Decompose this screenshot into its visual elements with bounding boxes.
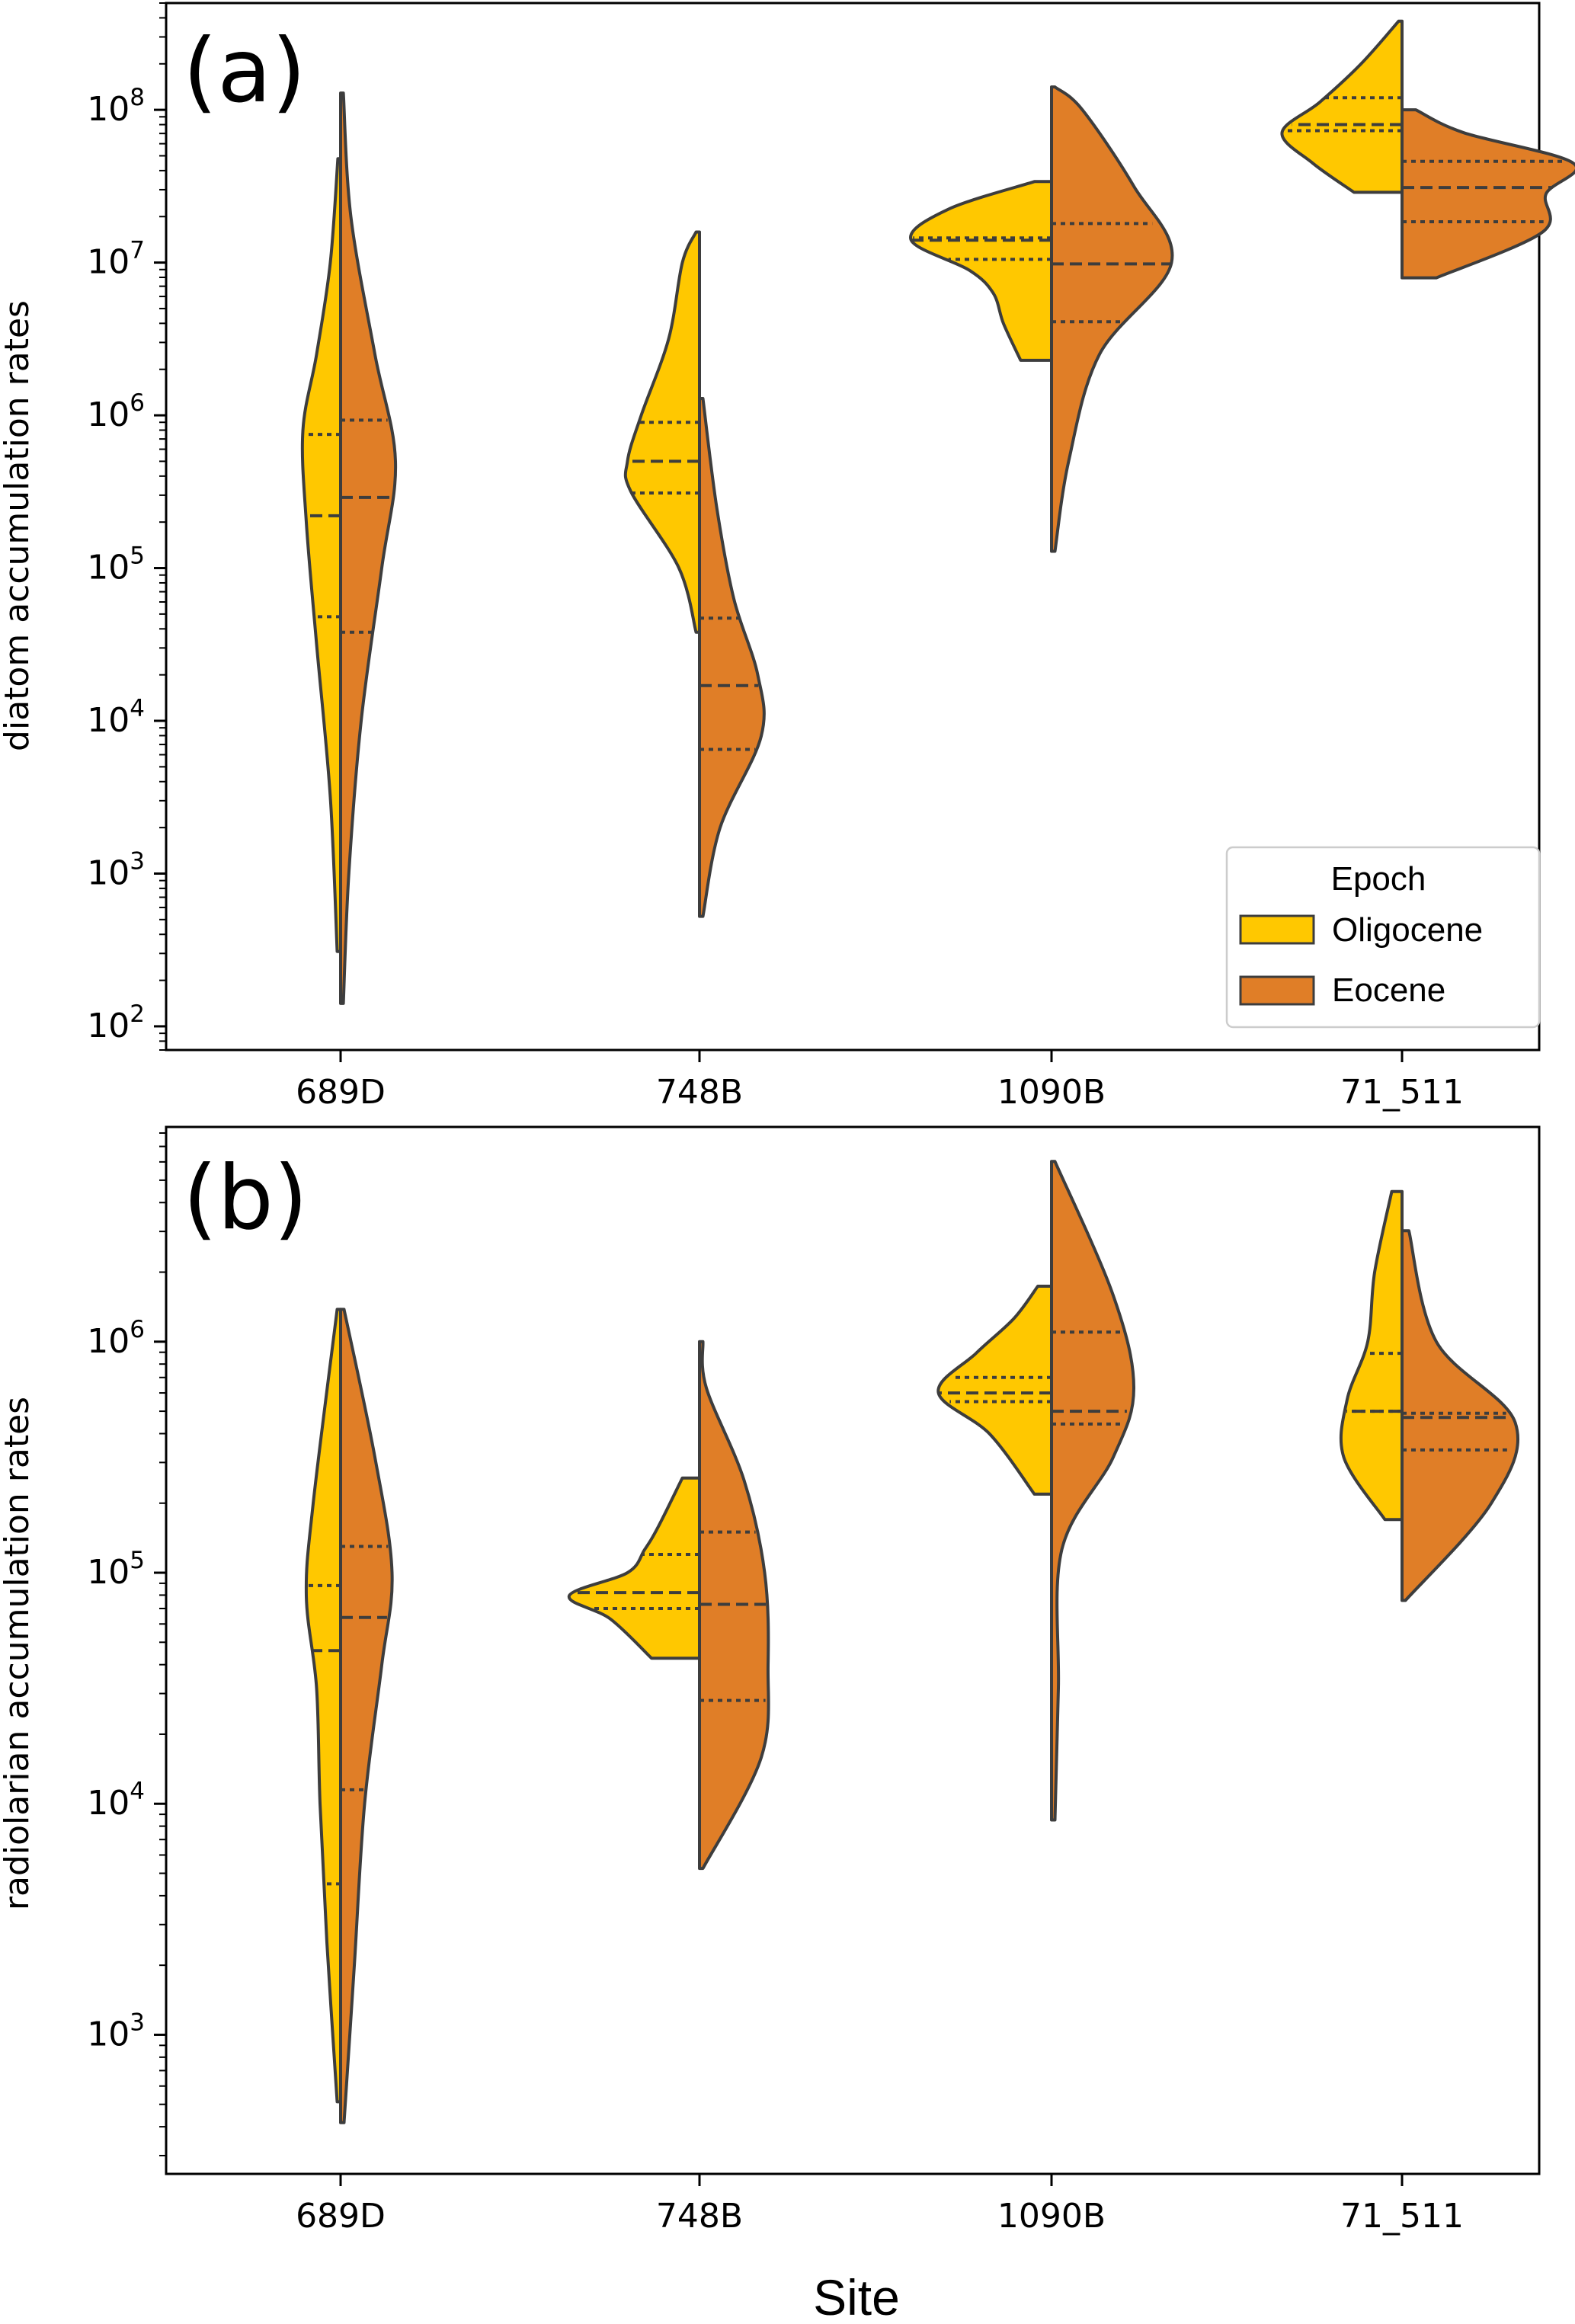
y-tick-exponent: 8 [130,84,145,111]
panel-a-label: (a) [183,20,306,123]
y-tick-label: 103 [87,2009,145,2054]
y-tick-exponent: 6 [130,1316,145,1343]
y-tick-exponent: 3 [130,2009,145,2036]
x-tick-label-689D: 689D [296,2197,386,2236]
legend-title: Epoch [1331,860,1426,898]
x-tick-label-1090B: 1090B [997,1073,1106,1112]
y-tick-base: 10 [87,1553,130,1592]
x-tick-label-1090B: 1090B [997,2197,1106,2236]
y-tick-base: 10 [87,1322,130,1361]
violin-oligocene-1090B [936,1285,1053,1496]
x-axis-title: Site [813,2269,900,2324]
violin-oligocene-71_511 [1339,1189,1404,1522]
y-tick-exponent: 7 [130,237,145,264]
y-tick-base: 10 [87,395,130,434]
y-tick-label: 108 [87,84,145,129]
x-tick-label-71_511: 71_511 [1340,2197,1464,2236]
violin-oligocene-748B [567,1476,701,1660]
y-tick-base: 10 [87,1784,130,1823]
y-tick-label: 106 [87,389,145,434]
panel-b-y-label: radiolarian accumulation rates [0,1397,37,1910]
y-tick-exponent: 4 [130,1778,145,1805]
legend-swatch-eocene [1239,975,1315,1006]
panel-b-frame [165,1125,1541,2175]
panel-a-frame [165,2,1541,1052]
violin-eocene-689D [339,91,398,1005]
violin-eocene-71_511 [1401,1229,1520,1602]
legend-label-eocene: Eocene [1332,972,1445,1009]
violin-eocene-748B [698,397,766,918]
legend-swatch-oligocene [1239,914,1315,945]
violin-oligocene-1090B [909,180,1053,362]
panel-b-label: (b) [183,1147,308,1250]
x-tick-label-689D: 689D [296,1073,386,1112]
legend: Epoch Oligocene Eocene [1225,846,1541,1029]
violin-eocene-748B [698,1340,770,1871]
y-tick-label: 104 [87,1778,145,1823]
x-tick-label-748B: 748B [656,1073,743,1112]
y-tick-exponent: 5 [130,1547,145,1574]
y-tick-base: 10 [87,243,130,282]
violin-eocene-689D [339,1308,394,2124]
violin-oligocene-71_511 [1280,19,1404,194]
panel-b-x-axis: 689D 748B 1090B 71_511 [296,2174,1464,2236]
violin-oligocene-689D [304,1308,342,2104]
y-tick-label: 103 [87,847,145,892]
panel-a-y-label: diatom accumulation rates [0,300,37,751]
y-tick-base: 10 [87,90,130,129]
violin-eocene-1090B [1050,85,1174,553]
legend-label-oligocene: Oligocene [1332,911,1483,949]
x-tick-label-748B: 748B [656,2197,743,2236]
panel-a-violins [300,19,1575,1005]
y-tick-label: 107 [87,237,145,282]
panel-b-violins [304,1160,1520,2124]
y-tick-label: 105 [87,1547,145,1592]
violin-oligocene-748B [623,230,701,634]
y-tick-base: 10 [87,2015,130,2054]
y-tick-base: 10 [87,549,130,587]
y-tick-label: 105 [87,543,145,587]
x-tick-label-71_511: 71_511 [1340,1073,1464,1112]
y-tick-label: 104 [87,695,145,740]
panel-a-x-axis: 689D 748B 1090B 71_511 [296,1050,1464,1112]
violin-eocene-71_511 [1401,108,1575,280]
y-tick-label: 106 [87,1316,145,1361]
y-tick-base: 10 [87,853,130,892]
y-tick-base: 10 [87,1007,130,1045]
y-tick-label: 102 [87,1000,145,1045]
y-tick-exponent: 3 [130,847,145,875]
y-tick-exponent: 4 [130,695,145,722]
violin-oligocene-689D [300,157,342,953]
y-tick-exponent: 6 [130,389,145,417]
y-tick-exponent: 2 [130,1000,145,1028]
y-tick-base: 10 [87,701,130,740]
y-tick-exponent: 5 [130,543,145,570]
violin-eocene-1090B [1050,1160,1135,1822]
